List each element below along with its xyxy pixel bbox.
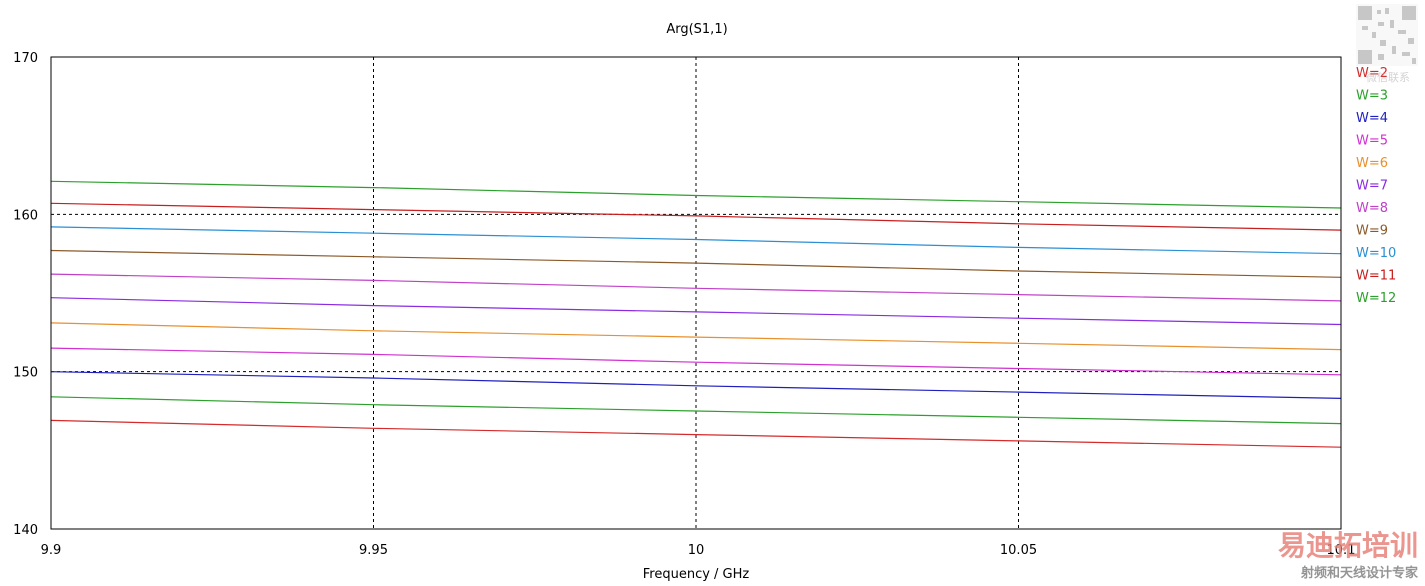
plot-area-frame [50, 56, 1342, 530]
series-line [50, 396, 1342, 425]
y-tick-label: 170 [13, 51, 38, 66]
y-tick-label: 140 [13, 523, 38, 538]
series-line [50, 419, 1342, 448]
series-line [50, 180, 1342, 209]
qr-caption: 微信联系 [1366, 70, 1410, 84]
series-line [50, 273, 1342, 302]
series-line [50, 297, 1342, 326]
x-tick-label: 10 [688, 543, 705, 558]
x-tick-label: 9.95 [359, 543, 388, 558]
series-line [50, 226, 1342, 255]
legend: W=2 W=3 W=4 W=5 W=6 W=7 W=8 W=9 W=10 W=11 W=12 [1356, 66, 1396, 306]
series-line [50, 347, 1342, 376]
series-line [50, 249, 1342, 278]
grid-lines [51, 57, 1341, 529]
x-axis-label: Frequency / GHz [643, 567, 750, 582]
legend-entry: W=2 [1356, 66, 1388, 81]
y-tick-label: 150 [13, 366, 38, 381]
qr-code-watermark: 微信联系 [1356, 4, 1418, 84]
x-tick-label: 10.05 [1000, 543, 1037, 558]
legend-entry: W=8 [1356, 201, 1388, 216]
y-axis-ticks: 140 150 160 170 [13, 51, 38, 538]
chart-title: Arg(S1,1) [666, 22, 727, 37]
legend-entry: W=9 [1356, 224, 1388, 239]
legend-entry: W=4 [1356, 111, 1388, 126]
legend-entry: W=10 [1356, 246, 1396, 261]
series-line [50, 322, 1342, 351]
series-group [50, 180, 1342, 448]
watermark-brand: 易迪拓培训 [1278, 529, 1418, 562]
x-axis-ticks: 9.9 9.95 10 10.05 10.1 [41, 543, 1356, 558]
x-tick-label: 10.1 [1327, 543, 1356, 558]
series-line [50, 371, 1342, 399]
legend-entry: W=7 [1356, 179, 1388, 194]
x-tick-label: 9.9 [41, 543, 62, 558]
legend-entry: W=3 [1356, 89, 1388, 104]
watermark-tagline: 射频和天线设计专家 [1300, 565, 1419, 581]
series-line [50, 202, 1342, 231]
legend-entry: W=6 [1356, 156, 1388, 171]
y-tick-label: 160 [13, 208, 38, 223]
legend-entry: W=11 [1356, 269, 1396, 284]
legend-entry: W=12 [1356, 291, 1396, 306]
legend-entry: W=5 [1356, 134, 1388, 149]
